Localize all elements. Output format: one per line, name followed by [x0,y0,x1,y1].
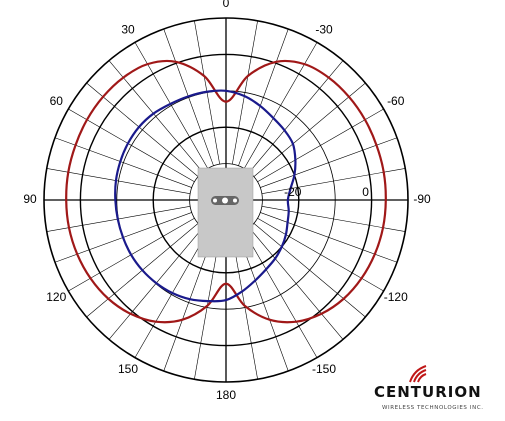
angle-label-0: 0 [223,0,230,10]
ring-label-0: 0 [362,185,369,199]
centurion-logo: CENTURION WIRELESS TECHNOLOGIES INC. [374,365,484,411]
feed-center [222,197,228,204]
angle-label-60: 60 [50,94,64,108]
logo-wordmark: CENTURION [374,383,482,401]
angle-label--90: -90 [413,192,431,206]
pattern-series [65,59,387,324]
angle-label-150: 150 [118,362,138,376]
angle-label--30: -30 [315,22,333,36]
feed-left [213,198,217,203]
axis-labels: 0 30 60 90 120 150 180 -150 -120 -90 -60 -30 -20 0 [23,0,431,402]
angle-label--60: -60 [387,94,405,108]
angle-label--120: -120 [384,290,408,304]
antenna-inset [197,167,254,258]
series-2-line [114,89,297,303]
antenna-body [197,167,254,258]
angle-label-90: 90 [23,192,37,206]
angle-label--150: -150 [312,362,336,376]
logo-tagline: WIRELESS TECHNOLOGIES INC. [382,405,484,411]
wireless-signal-icon [409,365,427,383]
angle-label-30: 30 [121,22,135,36]
ring-label--20: -20 [284,185,302,199]
feed-right [233,198,237,203]
angle-label-180: 180 [216,388,236,402]
series-1-line [65,59,387,324]
angle-label-120: 120 [46,290,66,304]
